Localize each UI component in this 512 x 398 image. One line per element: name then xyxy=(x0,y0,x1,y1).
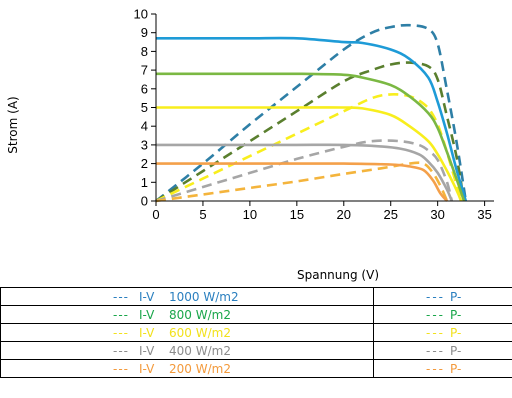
legend-row: --- I-V 800 W/m2 --- P- xyxy=(0,305,512,324)
x-tick-label: 30 xyxy=(430,207,444,222)
legend-line-sample: --- xyxy=(426,289,445,304)
legend-line-sample: --- xyxy=(426,307,445,322)
pv-curve-1000-w-m2 xyxy=(155,23,468,203)
x-tick-label: 0 xyxy=(152,207,159,222)
plot-area xyxy=(155,23,468,203)
legend-cell-pv: --- P- xyxy=(373,359,512,378)
y-tick-label: 6 xyxy=(141,81,148,96)
legend-line-sample: --- xyxy=(113,307,129,322)
legend-label: 600 W/m2 xyxy=(169,325,231,340)
iv-curve-1000-w-m2 xyxy=(155,36,468,202)
legend-kind: I-V xyxy=(139,307,155,322)
legend-cell-pv: --- P- xyxy=(373,305,512,324)
x-tick-label: 25 xyxy=(383,207,397,222)
legend-kind: I-V xyxy=(139,289,155,304)
x-tick-label: 15 xyxy=(290,207,304,222)
legend-line-sample: --- xyxy=(113,289,129,304)
legend-cell-iv: --- I-V 1000 W/m2 xyxy=(0,287,374,306)
x-tick-label: 10 xyxy=(243,207,257,222)
legend-entry-pv: --- P- xyxy=(374,362,461,376)
y-tick-label: 1 xyxy=(141,175,148,190)
legend-cell-iv: --- I-V 200 W/m2 xyxy=(0,359,374,378)
iv-curve-200-w-m2 xyxy=(155,162,449,202)
legend-entry-pv: --- P- xyxy=(374,308,461,322)
legend-cell-iv: --- I-V 800 W/m2 xyxy=(0,305,374,324)
legend-line-sample: --- xyxy=(426,361,445,376)
y-tick-label: 0 xyxy=(141,194,148,209)
y-tick-label: 5 xyxy=(141,100,148,115)
legend-cell-iv: --- I-V 600 W/m2 xyxy=(0,323,374,342)
legend-row: --- I-V 1000 W/m2 --- P- xyxy=(0,287,512,306)
iv-curve-400-w-m2 xyxy=(156,143,454,202)
x-tick-label: 35 xyxy=(477,207,491,222)
y-axis: 0 1 2 3 4 5 6 7 8 9 10 xyxy=(134,7,157,209)
legend-kind: P- xyxy=(450,307,462,322)
y-tick-label: 3 xyxy=(141,137,148,152)
legend-label: 800 W/m2 xyxy=(169,307,231,322)
x-axis: 0 5 10 15 20 25 30 35 xyxy=(152,200,494,222)
legend-kind: I-V xyxy=(139,343,155,358)
iv-curve-600-w-m2 xyxy=(156,106,463,202)
legend: --- I-V 1000 W/m2 --- P- --- I-V 800 W/m2 --- P- -… xyxy=(0,287,512,378)
legend-cell-pv: --- P- xyxy=(373,323,512,342)
legend-kind: P- xyxy=(450,361,462,376)
legend-entry-iv: --- I-V 200 W/m2 xyxy=(2,361,231,376)
legend-kind: P- xyxy=(450,325,462,340)
y-tick-label: 7 xyxy=(141,63,148,78)
legend-kind: I-V xyxy=(139,325,155,340)
legend-row: --- I-V 600 W/m2 --- P- xyxy=(0,323,512,342)
y-tick-label: 2 xyxy=(141,156,148,171)
legend-kind: P- xyxy=(450,343,462,358)
legend-label: 400 W/m2 xyxy=(169,343,231,358)
legend-entry-pv: --- P- xyxy=(374,344,461,358)
y-tick-label: 9 xyxy=(141,25,148,40)
pv-curve-800-w-m2 xyxy=(155,61,466,203)
legend-label: 1000 W/m2 xyxy=(169,289,239,304)
legend-entry-iv: --- I-V 400 W/m2 xyxy=(2,343,231,358)
legend-cell-iv: --- I-V 400 W/m2 xyxy=(0,341,374,360)
legend-kind: I-V xyxy=(139,361,155,376)
legend-cell-pv: --- P- xyxy=(373,341,512,360)
legend-entry-pv: --- P- xyxy=(374,290,461,304)
legend-entry-iv: --- I-V 1000 W/m2 xyxy=(2,289,239,304)
legend-row: --- I-V 200 W/m2 --- P- xyxy=(0,359,512,378)
x-tick-label: 20 xyxy=(337,207,351,222)
legend-entry-iv: --- I-V 800 W/m2 xyxy=(2,307,231,322)
y-tick-label: 10 xyxy=(134,7,148,22)
legend-line-sample: --- xyxy=(113,343,129,358)
x-tick-label: 5 xyxy=(199,207,206,222)
pv-curve-400-w-m2 xyxy=(155,139,454,203)
legend-line-sample: --- xyxy=(426,343,445,358)
legend-entry-iv: --- I-V 600 W/m2 xyxy=(2,325,231,340)
iv-curve-800-w-m2 xyxy=(156,72,466,202)
legend-line-sample: --- xyxy=(113,325,129,340)
y-tick-label: 8 xyxy=(141,44,148,59)
legend-row: --- I-V 400 W/m2 --- P- xyxy=(0,341,512,360)
iv-pv-chart: 0 1 2 3 4 5 6 7 8 9 10 0 5 10 15 20 25 30 35 Strom (A) Sp… xyxy=(6,7,494,282)
x-axis-title: Spannung (V) xyxy=(297,268,379,282)
legend-kind: P- xyxy=(450,289,462,304)
legend-label: 200 W/m2 xyxy=(169,361,231,376)
y-tick-label: 4 xyxy=(141,119,148,134)
legend-cell-pv: --- P- xyxy=(373,287,512,306)
pv-curve-200-w-m2 xyxy=(155,161,449,203)
pv-curve-600-w-m2 xyxy=(155,93,463,203)
y-axis-title: Strom (A) xyxy=(6,96,20,153)
legend-entry-pv: --- P- xyxy=(374,326,461,340)
legend-line-sample: --- xyxy=(113,361,129,376)
legend-line-sample: --- xyxy=(426,325,445,340)
